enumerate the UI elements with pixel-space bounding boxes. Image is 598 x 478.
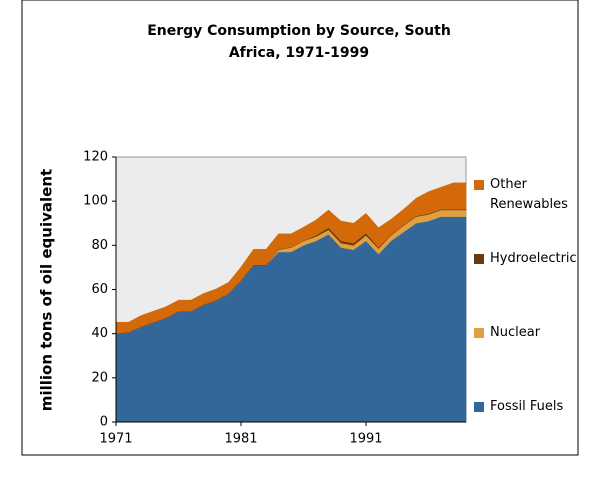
legend-label: Fossil Fuels <box>490 399 564 414</box>
legend-swatch <box>474 180 484 190</box>
legend-label: Nuclear <box>490 325 541 340</box>
y-tick-label: 0 <box>100 415 108 430</box>
legend-item: Fossil Fuels <box>474 397 589 417</box>
legend-item: Other Renewables <box>474 175 589 215</box>
y-tick-label: 60 <box>91 282 108 297</box>
y-tick-label: 80 <box>91 238 108 253</box>
legend-swatch <box>474 254 484 264</box>
y-axis-label: million tons of oil equivalent <box>38 169 56 411</box>
area-series <box>115 182 467 334</box>
legend-swatch <box>474 402 484 412</box>
frame <box>21 0 579 456</box>
y-tick-label: 20 <box>91 370 108 385</box>
x-tick-label: 1981 <box>224 432 257 447</box>
legend-item: Hydroelectric <box>474 249 589 269</box>
y-tick-label: 120 <box>83 150 108 165</box>
legend-label: Other Renewables <box>490 177 568 212</box>
chart-title: Energy Consumption by Source, South Afri… <box>147 23 451 61</box>
legend-swatch <box>474 328 484 338</box>
legend-label: Hydroelectric <box>490 251 577 266</box>
y-tick-label: 100 <box>83 194 108 209</box>
x-tick-label: 1991 <box>349 432 382 447</box>
x-tick-label: 1971 <box>99 432 132 447</box>
y-tick-label: 40 <box>91 326 108 341</box>
legend-item: Nuclear <box>474 323 589 343</box>
